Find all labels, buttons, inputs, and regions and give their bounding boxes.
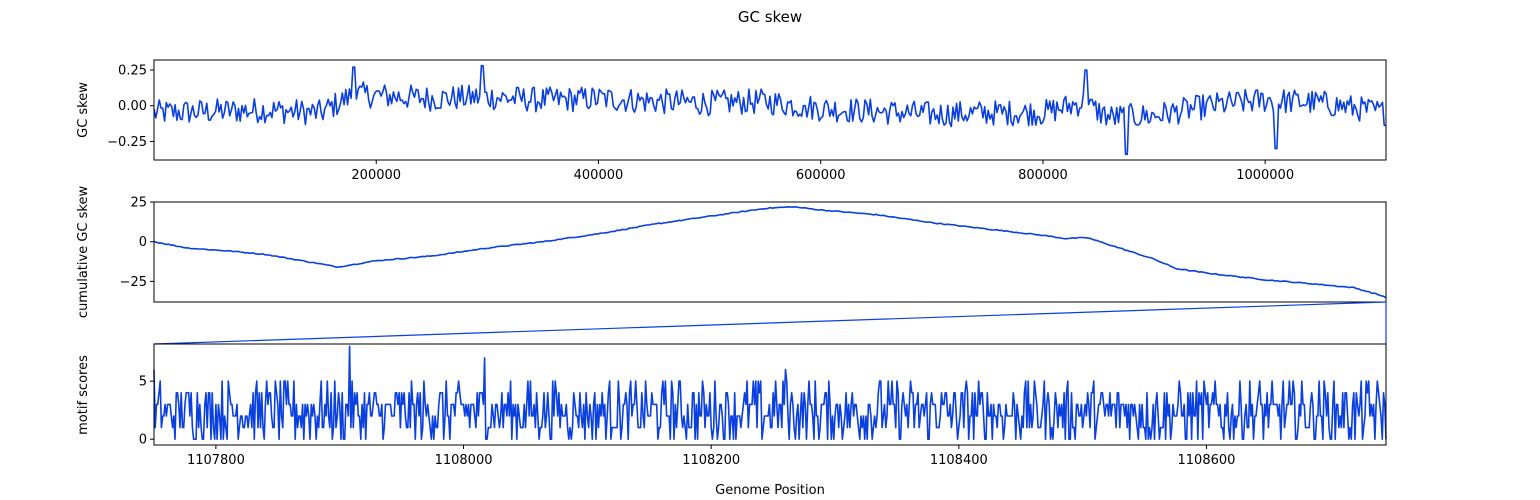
- x-axis-label: Genome Position: [715, 483, 825, 498]
- x-tick-label: 1108000: [435, 453, 493, 468]
- motif-axes-frame: [153, 343, 1387, 446]
- cumulative-gc-skew-series: [153, 206, 1387, 299]
- motif-x-ticks: 1107800 1108000 1108200 1108400 1108600: [187, 445, 1235, 468]
- gc-skew-series: [153, 64, 1387, 156]
- x-tick-label: 200000: [351, 168, 401, 183]
- motif-scores-line: [153, 345, 1387, 440]
- x-tick-label: 1107800: [187, 453, 245, 468]
- x-tick-label: 1108200: [682, 453, 740, 468]
- gc-skew-x-ticks: 200000 400000 600000 800000 1000000: [351, 160, 1294, 183]
- y-tick-label: −0.25: [107, 135, 147, 150]
- y-tick-label: 25: [130, 196, 147, 211]
- x-tick-label: 400000: [574, 168, 624, 183]
- gc-skew-y-ticks: −0.25 0.00 0.25: [107, 64, 154, 150]
- y-tick-label: 0: [139, 235, 147, 250]
- gc-skew-y-label: GC skew: [76, 82, 91, 138]
- cumulative-y-label: cumulative GC skew: [76, 186, 91, 319]
- zoom-connector: [153, 301, 1387, 345]
- y-tick-label: 5: [139, 375, 147, 390]
- x-tick-label: 1108400: [930, 453, 988, 468]
- x-tick-label: 800000: [1018, 168, 1068, 183]
- zoom-connector-left: [153, 301, 1387, 345]
- motif-y-ticks: 05: [139, 375, 154, 448]
- motif-y-label: motif scores: [76, 355, 91, 435]
- cumulative-gc-skew-panel: −25 0 25 cumulative GC skew: [76, 186, 1387, 319]
- motif-scores-panel: 05 1107800 1108000 1108200 1108400 1108600 m…: [76, 343, 1387, 468]
- y-tick-label: −25: [120, 275, 147, 290]
- cumulative-gc-skew-line: [153, 206, 1387, 299]
- gc-skew-line: [153, 64, 1387, 156]
- cumulative-axes-frame: [153, 201, 1387, 303]
- x-tick-label: 1108600: [1178, 453, 1236, 468]
- motif-scores-series: [153, 345, 1387, 440]
- x-tick-label: 600000: [796, 168, 846, 183]
- x-tick-label: 1000000: [1236, 168, 1294, 183]
- figure-title: GC skew: [738, 8, 802, 26]
- cumulative-y-ticks: −25 0 25: [120, 196, 154, 290]
- y-tick-label: 0.25: [118, 64, 147, 79]
- gc-skew-panel: −0.25 0.00 0.25 200000 400000 600000 800000 10…: [76, 59, 1387, 183]
- gc-skew-axes-frame: [153, 59, 1387, 161]
- y-tick-label: 0: [139, 433, 147, 448]
- y-tick-label: 0.00: [118, 99, 147, 114]
